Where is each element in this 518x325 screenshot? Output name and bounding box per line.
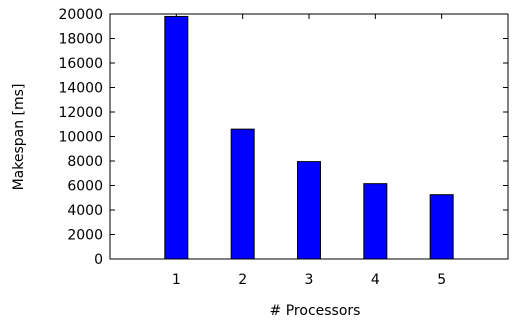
y-axis-title: Makespan [ms]	[11, 84, 27, 191]
y-tick-label: 4000	[67, 203, 103, 219]
y-tick-label: 6000	[67, 179, 103, 195]
y-axis: 0 2000 4000 6000 8000 10000 12000 14000 16000 180…	[58, 7, 508, 268]
bar-2	[230, 128, 255, 260]
bar-3	[297, 161, 321, 260]
x-axis-title: # Processors	[270, 303, 361, 319]
bar-4	[363, 183, 388, 260]
y-tick-label: 14000	[58, 81, 103, 97]
bar-1	[164, 15, 189, 260]
y-tick-label: 18000	[58, 32, 103, 48]
y-tick-label: 10000	[58, 130, 103, 146]
x-tick-label: 3	[305, 272, 314, 288]
y-tick-label: 20000	[58, 7, 103, 23]
x-tick-label: 1	[172, 272, 181, 288]
y-tick-label: 16000	[58, 56, 103, 72]
bars	[164, 15, 454, 260]
y-tick-label: 0	[94, 252, 103, 268]
x-tick-label: 4	[371, 272, 380, 288]
y-tick-label: 8000	[67, 154, 103, 170]
y-tick-label: 12000	[58, 105, 103, 121]
x-tick-label: 2	[238, 272, 247, 288]
x-tick-label: 5	[437, 272, 446, 288]
bar-5	[429, 194, 454, 260]
y-tick-label: 2000	[67, 228, 103, 244]
